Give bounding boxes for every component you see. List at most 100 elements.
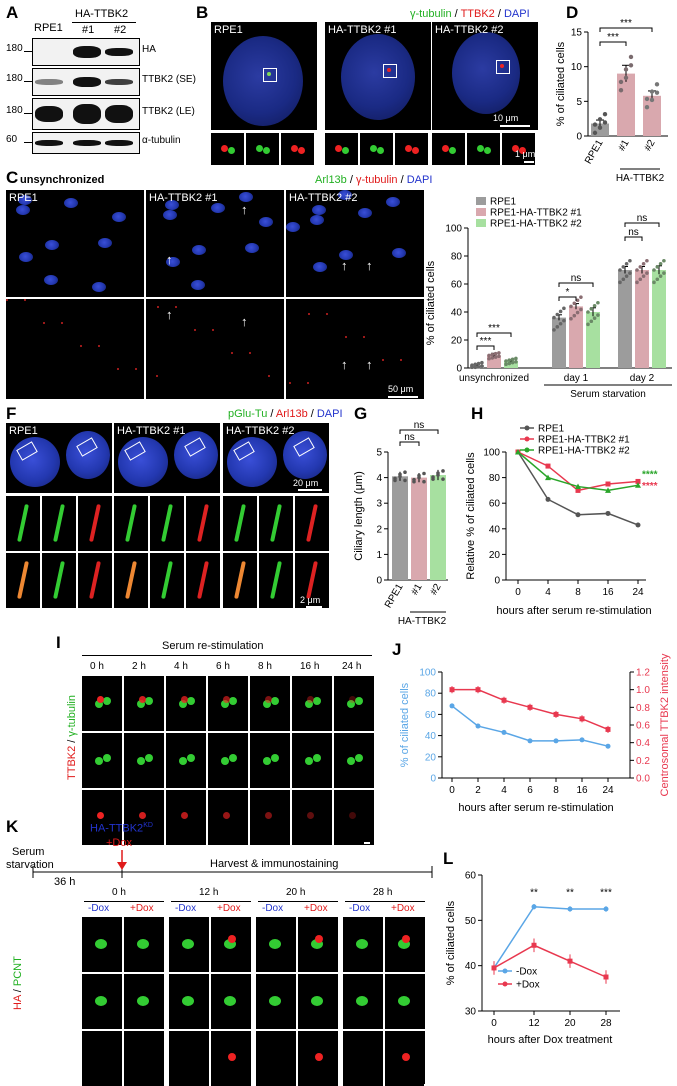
y-tick-label: 30 xyxy=(465,1007,477,1018)
inset-spot xyxy=(228,147,235,154)
data-point xyxy=(605,481,611,487)
blot-row-label: TTBK2 (LE) xyxy=(142,106,195,117)
micrograph-cell xyxy=(385,974,425,1029)
nucleus xyxy=(19,252,33,262)
data-point xyxy=(422,471,426,476)
cilium xyxy=(197,503,209,543)
data-point xyxy=(644,105,650,110)
data-point xyxy=(567,958,573,964)
ttbk2-spot xyxy=(139,696,146,703)
centrosome-spot xyxy=(347,757,355,765)
time-label: 2 h xyxy=(132,661,146,672)
bar xyxy=(430,475,446,580)
nucleus xyxy=(227,437,277,487)
title-sep: / xyxy=(397,174,407,186)
y-tick-label: 4 xyxy=(376,473,382,484)
micrograph-cell xyxy=(256,1031,296,1086)
inset-image xyxy=(114,553,148,608)
data-point xyxy=(480,360,484,365)
ttbk2-spot xyxy=(97,696,104,703)
data-point xyxy=(558,309,563,314)
data-point xyxy=(562,318,566,323)
construct-superscript: KD xyxy=(143,822,153,829)
plus-dox-label: +Dox xyxy=(304,903,328,914)
data-point xyxy=(507,358,512,362)
x-axis-label: hours after Dox treatment xyxy=(488,1034,613,1046)
data-point xyxy=(412,477,416,482)
centrosome-spot xyxy=(355,697,363,705)
cell-label: RPE1 xyxy=(9,192,38,204)
inset-image xyxy=(78,496,112,551)
y-tick-label: 100 xyxy=(445,224,462,235)
cilium xyxy=(161,560,173,600)
legend-label: -Dox xyxy=(516,967,537,978)
title-gamma-tubulin: γ-tubulin xyxy=(355,174,398,186)
micrograph-cell xyxy=(298,917,338,972)
time-label: 16 h xyxy=(300,661,320,672)
micrograph-cell xyxy=(385,1031,425,1086)
minus-dox-label: -Dox xyxy=(88,903,110,914)
time-underline xyxy=(258,901,338,902)
arrow-icon: ↑ xyxy=(366,258,373,273)
x-tick-label: 16 xyxy=(576,785,588,796)
legend-marker xyxy=(524,425,530,431)
data-point xyxy=(552,315,556,320)
minus-dox-label: -Dox xyxy=(262,903,284,914)
micrograph-cell xyxy=(166,676,206,731)
micrograph-cell: ↑ ↑ xyxy=(146,299,284,399)
micrograph-cell xyxy=(298,1031,338,1086)
data-point xyxy=(545,463,551,469)
side-pcnt: PCNT xyxy=(12,956,24,987)
data-point xyxy=(579,737,585,743)
inset-image xyxy=(259,553,293,608)
centrosome-spot xyxy=(355,754,363,762)
data-point xyxy=(487,353,491,358)
y-tick-label: 0.6 xyxy=(636,721,650,732)
data-point xyxy=(605,726,611,732)
data-point xyxy=(572,301,577,306)
pcnt-spot xyxy=(311,996,323,1006)
data-point xyxy=(628,258,632,263)
centrosome-spot xyxy=(347,700,355,708)
micrograph-cell xyxy=(82,790,122,845)
data-point xyxy=(586,322,590,327)
y-tick-label: 3 xyxy=(376,499,382,510)
x-tick-label: day 1 xyxy=(564,373,589,384)
nucleus xyxy=(165,200,179,210)
x-tick-label: 2 xyxy=(475,785,481,796)
bar xyxy=(411,477,427,580)
blot-band xyxy=(73,77,101,87)
blot-strip xyxy=(32,98,140,130)
scale-bar xyxy=(388,396,418,398)
inset-image xyxy=(186,496,220,551)
micrograph-cell xyxy=(124,790,164,845)
legend-swatch xyxy=(476,208,486,216)
panel-k-construct: HA-TTBK2KD xyxy=(90,822,153,835)
blot-mw-label: 180 xyxy=(6,105,23,116)
arrow-icon: ↑ xyxy=(241,314,248,329)
y-tick-label: 60 xyxy=(465,871,477,882)
western-blot-header-line xyxy=(72,22,136,23)
significance-label: ns xyxy=(637,213,648,224)
legend-label: RPE1 xyxy=(490,197,517,208)
plus-dox-label: +Dox xyxy=(217,903,241,914)
significance-bracket xyxy=(599,27,653,32)
nucleus xyxy=(92,282,106,292)
y-tick-label: 2 xyxy=(376,524,382,535)
significance-label: ns xyxy=(414,420,425,431)
centrosome-spot xyxy=(271,754,279,762)
cilium xyxy=(270,560,282,600)
significance-bracket xyxy=(476,332,512,337)
inset-spot xyxy=(484,147,491,154)
micrograph-cell xyxy=(124,676,164,731)
y-tick-label: 15 xyxy=(571,28,583,39)
plus-dox-label: +Dox xyxy=(130,903,154,914)
data-point xyxy=(501,729,507,735)
ttbk2-spot xyxy=(181,812,188,819)
data-point xyxy=(652,280,656,285)
data-point xyxy=(592,304,597,308)
centrosome-spot xyxy=(387,68,391,72)
data-point xyxy=(624,262,629,266)
micrograph-cell xyxy=(250,733,290,788)
